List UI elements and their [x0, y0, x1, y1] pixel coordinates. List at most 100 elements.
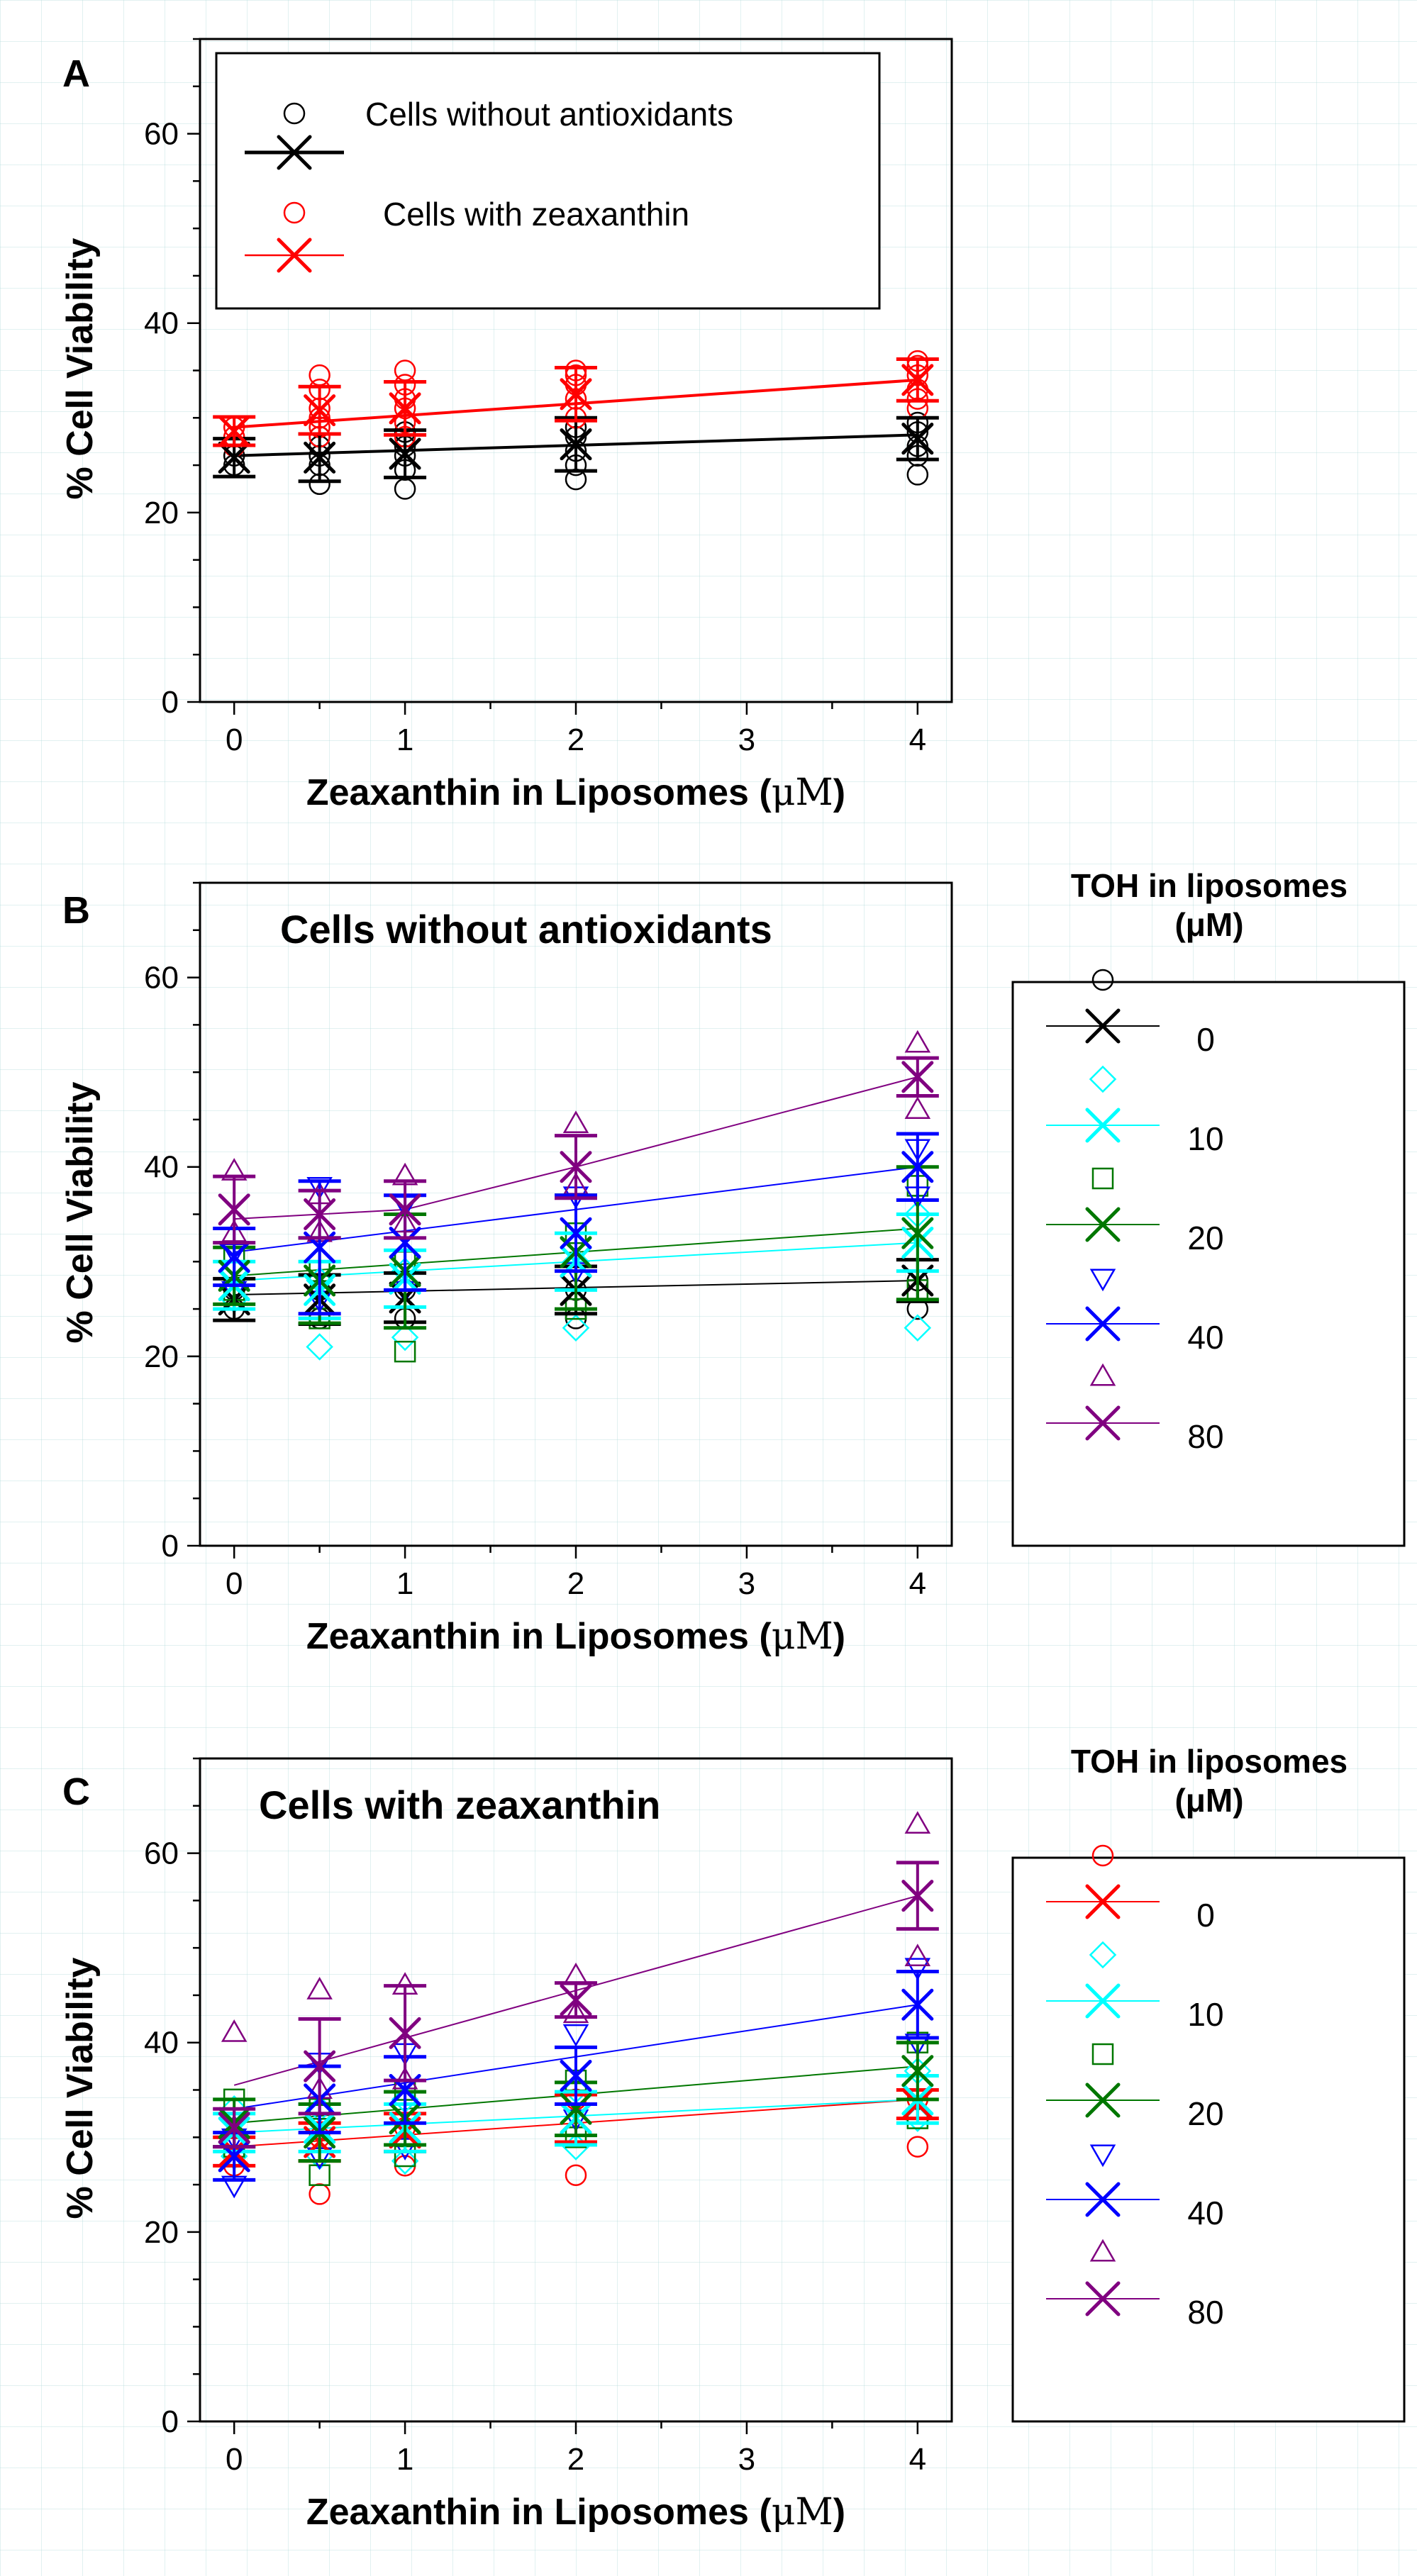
panel-c-legend-symbols	[1046, 1844, 1160, 2316]
panel-c-legend-marker-2	[1091, 2043, 1114, 2065]
panel-c-legend-cross-4	[1085, 2281, 1121, 2316]
panel-a-y-tick-label: 40	[144, 306, 179, 341]
panel-b-x-tick-label: 3	[738, 1566, 755, 1601]
panel-b-legend-box	[1011, 981, 1406, 1547]
panel-b-y-tick-label: 60	[144, 961, 179, 996]
panel-c-series-4-mean-marker	[560, 1984, 592, 2017]
panel-a-legend-marker-0	[283, 102, 306, 125]
panel-a-x-tick-label: 4	[909, 723, 926, 757]
panel-c-y-tick-label: 40	[144, 2026, 179, 2061]
panel-c-x-tick-label: 1	[396, 2442, 413, 2477]
panel-c-legend-cross-0	[1085, 1884, 1121, 1919]
panel-c-legend-title-unit: (μM)	[1174, 1782, 1243, 1819]
panel-c-y-axis-label: % Cell Viability	[60, 1957, 101, 2219]
panel-b-y-tick-label: 20	[144, 1339, 179, 1374]
panel-b-legend-label-0: 0	[1196, 1021, 1215, 1058]
panel-a-legend-symbols	[245, 102, 344, 273]
panel-c-x-tick-label: 4	[909, 2442, 926, 2477]
panel-b-legend-marker-2	[1091, 1167, 1114, 1190]
panel-c-y-tick-label: 0	[162, 2404, 179, 2439]
panel-b-x-tick-label: 4	[909, 1566, 926, 1601]
panel-b-legend-marker-3	[1089, 1269, 1116, 1292]
panel-a-series-1-mean-marker	[901, 364, 934, 396]
panel-c-series-3-point	[562, 2024, 589, 2047]
panel-b-plot-area: 0 20 40 60 0 1 2 3 4	[144, 881, 939, 1601]
panel-a-legend-label-zeaxanthin: Cells with zeaxanthin	[383, 196, 689, 233]
panel-a-legend-label-no-antioxidants: Cells without antioxidants	[365, 96, 733, 133]
panel-b-series-2-point	[394, 1340, 416, 1363]
panel-b-series-3-mean-marker	[560, 1217, 592, 1249]
panel-a-series-0-mean-marker	[389, 437, 421, 470]
panel-a-x-axis-label: Zeaxanthin in Liposomes (μM)	[306, 771, 845, 814]
panel-b-series-4-mean-marker	[901, 1061, 934, 1093]
panel-b-legend-cross-2	[1085, 1207, 1121, 1242]
panel-c-series-1-point	[391, 2147, 419, 2175]
panel-b-series-1-point	[562, 1314, 590, 1342]
panel-a-series-0-point	[906, 464, 929, 486]
panel-b-y-tick-label: 40	[144, 1150, 179, 1185]
panel-b-legend-label-40: 40	[1187, 1319, 1223, 1356]
panel-c-y-tick-label: 20	[144, 2215, 179, 2250]
panel-a: A 0 20 40 60 0 1 2 3 4 % Cell Viability Zeaxanth…	[60, 38, 953, 814]
panel-c-legend-box	[1011, 1856, 1406, 2423]
panel-b-legend-title-unit: (μM)	[1174, 906, 1243, 943]
panel-a-plot-area: 0 20 40 60 0 1 2 3 4	[144, 38, 939, 757]
panel-c-legend-title: TOH in liposomes	[1071, 1743, 1347, 1780]
panel-b-legend-cross-0	[1085, 1008, 1121, 1044]
panel-a-series-0-mean-marker	[304, 441, 336, 474]
panel-b-series-4-mean-marker	[560, 1151, 592, 1183]
panel-b-legend-label-80: 80	[1187, 1418, 1223, 1455]
panel-b-legend-title: TOH in liposomes	[1071, 867, 1347, 904]
panel-a-letter: A	[62, 52, 90, 95]
panel-b-legend-cross-1	[1085, 1108, 1121, 1143]
panel-a-x-tick-label: 2	[567, 723, 584, 757]
panel-b: B 0 20 40 60 0 1 2 3 4 Cells without antioxidant…	[60, 867, 1406, 1658]
panel-a-series-1-mean-marker	[218, 415, 250, 447]
panel-b-legend-label-20: 20	[1187, 1220, 1223, 1256]
panel-a-x-tick-label: 3	[738, 723, 755, 757]
panel-c-legend: 0 10 20 40 80	[1011, 1844, 1406, 2423]
panel-b-legend: 0 10 20 40 80	[1011, 969, 1406, 1547]
panel-c-series-2-point	[309, 2164, 330, 2186]
panel-c-title: Cells with zeaxanthin	[259, 1783, 660, 1827]
panel-b-legend-cross-4	[1085, 1405, 1121, 1441]
panel-c-plot-area: 0 20 40 60 0 1 2 3 4	[144, 1757, 939, 2477]
panel-b-series-3-mean-marker	[218, 1241, 250, 1273]
panel-a-legend-cross-1	[277, 238, 312, 273]
panel-c-series-4-mean-marker	[901, 1880, 934, 1912]
panel-c-series-3-point	[904, 1958, 931, 1981]
panel-a-legend-box	[215, 52, 881, 310]
panel-b-x-tick-label: 0	[226, 1566, 243, 1601]
panel-a-y-tick-label: 60	[144, 117, 179, 152]
panel-b-legend-marker-0	[1091, 969, 1114, 991]
panel-a-series-0-mean-marker	[901, 423, 934, 455]
panel-a-y-tick-label: 0	[162, 685, 179, 720]
panel-a-x-tick-label: 1	[396, 723, 413, 757]
panel-a-series-1-mean-marker	[560, 378, 592, 411]
panel-c-series-4-point	[904, 1811, 931, 1834]
panel-c-series-3-mean-marker	[560, 2059, 592, 2092]
panel-c-series-4-point	[562, 2000, 589, 2024]
panel-c-y-tick-label: 60	[144, 1836, 179, 1871]
panel-a-series-1-mean-marker	[304, 394, 336, 427]
panel-c-legend-cross-3	[1085, 2182, 1121, 2217]
panel-c-series-4-point	[904, 1944, 931, 1966]
panel-a-y-axis-label: % Cell Viability	[60, 238, 101, 499]
panel-c-series-4-mean-marker	[389, 2017, 421, 2049]
panel-c-legend-label-40: 40	[1187, 2195, 1223, 2231]
panel-b-legend-marker-1	[1089, 1065, 1117, 1093]
panel-c-x-tick-label: 0	[226, 2442, 243, 2477]
panel-c-series-0-point	[906, 2136, 929, 2158]
panel-c-legend-cross-1	[1085, 1983, 1121, 2019]
panel-b-y-tick-label: 0	[162, 1529, 179, 1563]
panel-a-series-0-point	[394, 478, 416, 500]
panel-c-legend-marker-3	[1089, 2144, 1116, 2168]
panel-c-legend-label-80: 80	[1187, 2294, 1223, 2331]
panel-c-legend-marker-0	[1091, 1844, 1114, 1867]
panel-b-series-4-mean-marker	[218, 1193, 250, 1226]
panel-c-legend-label-0: 0	[1196, 1897, 1215, 1934]
panel-b-series-4-point	[562, 1110, 589, 1134]
panel-b-series-4-mean-marker	[304, 1198, 336, 1230]
panel-a-series-1-mean-marker	[389, 392, 421, 425]
panel-c-letter: C	[62, 1771, 90, 1813]
